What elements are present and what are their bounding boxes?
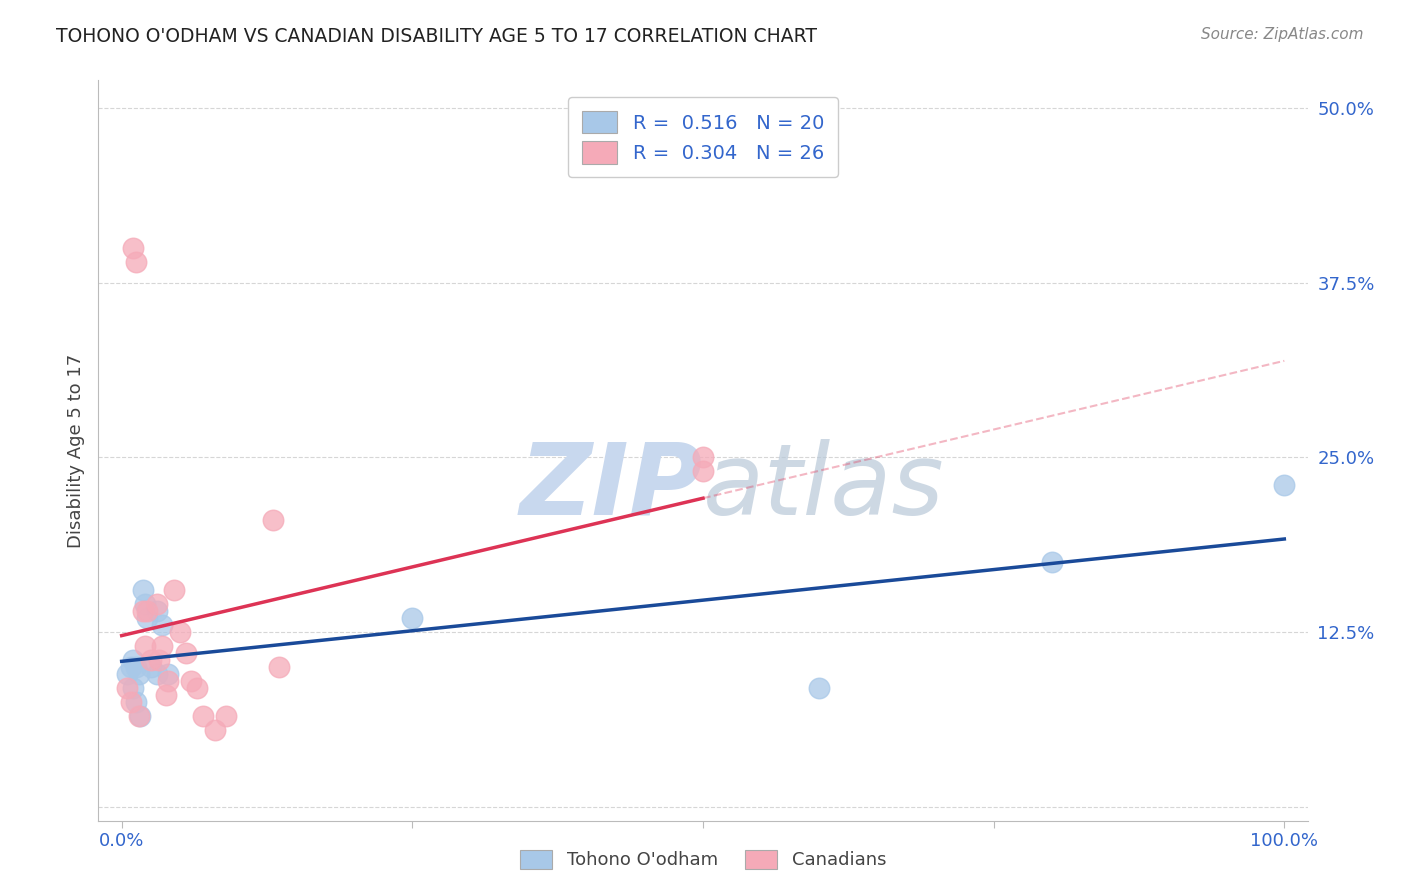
Point	[157, 673, 180, 688]
Text: TOHONO O'ODHAM VS CANADIAN DISABILITY AGE 5 TO 17 CORRELATION CHART: TOHONO O'ODHAM VS CANADIAN DISABILITY AG…	[56, 27, 817, 45]
Point	[131, 604, 153, 618]
Point	[267, 660, 290, 674]
Text: Source: ZipAtlas.com: Source: ZipAtlas.com	[1201, 27, 1364, 42]
Text: atlas: atlas	[703, 439, 945, 536]
Point	[124, 255, 146, 269]
Legend: Tohono O'odham, Canadians: Tohono O'odham, Canadians	[510, 841, 896, 879]
Point	[180, 673, 202, 688]
Point	[145, 597, 167, 611]
Point	[1272, 478, 1295, 492]
Point	[120, 660, 142, 674]
Point	[136, 604, 159, 618]
Point	[122, 681, 145, 695]
Point	[163, 583, 186, 598]
Point	[262, 513, 284, 527]
Point	[157, 667, 180, 681]
Point	[204, 723, 226, 737]
Text: ZIP: ZIP	[520, 439, 703, 536]
Point	[117, 681, 139, 695]
Point	[150, 618, 173, 632]
Point	[120, 695, 142, 709]
Point	[129, 709, 152, 723]
Point	[808, 681, 831, 695]
Point	[215, 709, 238, 723]
Point	[122, 653, 145, 667]
Point	[134, 597, 156, 611]
Point	[139, 660, 162, 674]
Point	[128, 667, 150, 681]
Point	[145, 604, 167, 618]
Point	[1040, 555, 1063, 569]
Point	[401, 611, 423, 625]
Point	[150, 639, 173, 653]
Point	[174, 646, 197, 660]
Point	[139, 653, 162, 667]
Point	[128, 709, 150, 723]
Y-axis label: Disability Age 5 to 17: Disability Age 5 to 17	[66, 353, 84, 548]
Point	[692, 450, 714, 465]
Point	[692, 464, 714, 478]
Point	[191, 709, 214, 723]
Point	[148, 653, 170, 667]
Point	[134, 639, 156, 653]
Point	[155, 688, 177, 702]
Point	[122, 241, 145, 255]
Point	[136, 611, 159, 625]
Point	[169, 625, 191, 640]
Point	[117, 667, 139, 681]
Point	[145, 667, 167, 681]
Point	[131, 583, 153, 598]
Point	[186, 681, 208, 695]
Legend: R =  0.516   N = 20, R =  0.304   N = 26: R = 0.516 N = 20, R = 0.304 N = 26	[568, 97, 838, 178]
Point	[124, 660, 146, 674]
Point	[124, 695, 146, 709]
